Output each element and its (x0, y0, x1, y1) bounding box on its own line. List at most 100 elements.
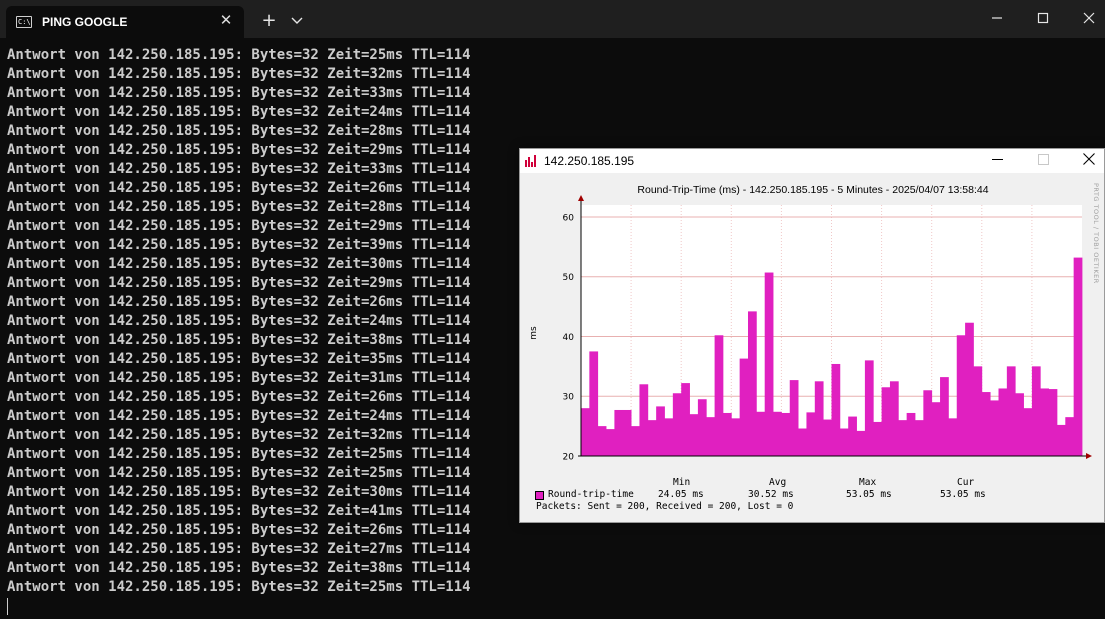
rtt-bar (656, 406, 665, 456)
rtt-bar (731, 418, 741, 456)
console-line: Antwort von 142.250.185.195: Bytes=32 Ze… (7, 294, 471, 310)
chart-axes (578, 195, 1092, 459)
minimize-icon (992, 17, 1002, 19)
console-line: Antwort von 142.250.185.195: Bytes=32 Ze… (7, 370, 471, 386)
rtt-bar (848, 416, 857, 456)
rtt-bar (1023, 408, 1033, 456)
console-line: Antwort von 142.250.185.195: Bytes=32 Ze… (7, 579, 471, 595)
ping-graph-titlebar[interactable]: 142.250.185.195 (520, 149, 1104, 173)
console-line: Antwort von 142.250.185.195: Bytes=32 Ze… (7, 332, 471, 348)
ping-graph-window[interactable]: 142.250.185.195 Round-Trip-Time (ms) - 1… (519, 148, 1105, 523)
text-cursor (7, 598, 8, 615)
rtt-bar (647, 420, 657, 456)
console-line: Antwort von 142.250.185.195: Bytes=32 Ze… (7, 237, 471, 253)
console-output[interactable]: Antwort von 142.250.185.195: Bytes=32 Ze… (7, 46, 471, 597)
y-tick-label: 60 (563, 213, 575, 223)
pt-maximize-button[interactable] (1020, 149, 1066, 173)
rtt-bar (1073, 257, 1083, 456)
console-line: Antwort von 142.250.185.195: Bytes=32 Ze… (7, 218, 471, 234)
rtt-chart: Round-Trip-Time (ms) - 142.250.185.195 -… (529, 183, 1100, 463)
rtt-bar (798, 428, 807, 456)
minimize-button[interactable] (974, 0, 1020, 36)
x-axis-arrow (1086, 453, 1092, 459)
tab-ping-google[interactable]: C:\ PING GOOGLE ✕ (6, 6, 244, 38)
chevron-down-icon (291, 17, 303, 24)
stat-max-value: 53.05 ms (846, 489, 892, 500)
close-window-button[interactable] (1066, 0, 1105, 36)
maximize-icon (1037, 12, 1049, 24)
console-line: Antwort von 142.250.185.195: Bytes=32 Ze… (7, 47, 471, 63)
console-line: Antwort von 142.250.185.195: Bytes=32 Ze… (7, 180, 471, 196)
rtt-bar (714, 335, 724, 456)
rtt-bar (697, 399, 707, 456)
rtt-bar (998, 388, 1008, 456)
chart-legend: Min Avg Max Cur Round-trip-time 24.05 ms… (522, 175, 1102, 520)
console-line: Antwort von 142.250.185.195: Bytes=32 Ze… (7, 484, 471, 500)
y-tick-label: 50 (563, 273, 575, 283)
ping-graph-title: 142.250.185.195 (544, 154, 635, 168)
pt-minimize-button[interactable] (974, 149, 1020, 173)
minimize-icon (991, 159, 1003, 160)
rtt-bar (631, 426, 640, 456)
rtt-bar (789, 380, 799, 456)
watermark: PRTG TOOL / TOBI OETIKER (1092, 183, 1100, 284)
console-line: Antwort von 142.250.185.195: Bytes=32 Ze… (7, 503, 471, 519)
rtt-bar (990, 400, 999, 456)
console-line: Antwort von 142.250.185.195: Bytes=32 Ze… (7, 85, 471, 101)
ping-graph-client: Round-Trip-Time (ms) - 142.250.185.195 -… (522, 175, 1102, 520)
chart-bars (581, 257, 1083, 456)
console-line: Antwort von 142.250.185.195: Bytes=32 Ze… (7, 522, 471, 538)
rtt-bar (839, 428, 849, 456)
stat-header-max: Max (859, 477, 877, 488)
console-line: Antwort von 142.250.185.195: Bytes=32 Ze… (7, 199, 471, 215)
rtt-bar (672, 393, 682, 456)
console-line: Antwort von 142.250.185.195: Bytes=32 Ze… (7, 123, 471, 139)
rtt-bar (614, 409, 624, 456)
rtt-bar (923, 390, 933, 456)
stat-min-value: 24.05 ms (658, 489, 704, 500)
rtt-bar (739, 358, 749, 456)
close-tab-button[interactable]: ✕ (219, 11, 233, 29)
rtt-bar (722, 412, 732, 456)
rtt-bar (589, 351, 599, 456)
rtt-bar (1056, 424, 1066, 456)
legend-swatch (535, 491, 544, 500)
rtt-bar (915, 420, 924, 456)
rtt-bar (973, 366, 983, 456)
rtt-bar (1031, 366, 1041, 456)
console-line: Antwort von 142.250.185.195: Bytes=32 Ze… (7, 142, 471, 158)
bar-chart-icon (524, 154, 538, 168)
rtt-bar (781, 412, 791, 456)
y-tick-label: 20 (563, 453, 575, 463)
rtt-bar (806, 412, 816, 456)
rtt-bar (681, 383, 690, 456)
rtt-bar (965, 322, 974, 456)
maximize-icon (1037, 154, 1049, 165)
y-tick-label: 40 (563, 333, 575, 343)
console-line: Antwort von 142.250.185.195: Bytes=32 Ze… (7, 313, 471, 329)
rtt-bar (873, 421, 882, 456)
maximize-button[interactable] (1020, 0, 1066, 36)
legend-series-label: Round-trip-time (548, 489, 634, 500)
y-tick-labels: 20 30 40 50 60 (563, 213, 575, 462)
tab-dropdown-button[interactable] (286, 6, 308, 36)
rtt-bar (622, 409, 632, 456)
rtt-bar (664, 418, 674, 456)
console-line: Antwort von 142.250.185.195: Bytes=32 Ze… (7, 161, 471, 177)
console-line: Antwort von 142.250.185.195: Bytes=32 Ze… (7, 351, 471, 367)
stat-avg-value: 30.52 ms (748, 489, 794, 500)
rtt-bar (706, 417, 715, 456)
rtt-bar (639, 384, 649, 456)
rtt-bar (856, 430, 866, 456)
rtt-bar (906, 412, 916, 456)
rtt-bar (831, 363, 841, 456)
new-tab-button[interactable]: + (261, 10, 277, 31)
y-tick-label: 30 (563, 393, 575, 403)
rtt-bar (948, 418, 958, 456)
console-line: Antwort von 142.250.185.195: Bytes=32 Ze… (7, 256, 471, 272)
rtt-bar (748, 311, 757, 456)
pt-close-button[interactable] (1066, 149, 1105, 173)
rtt-bar (764, 272, 774, 456)
rtt-bar (756, 411, 766, 456)
rtt-bar (689, 414, 699, 456)
